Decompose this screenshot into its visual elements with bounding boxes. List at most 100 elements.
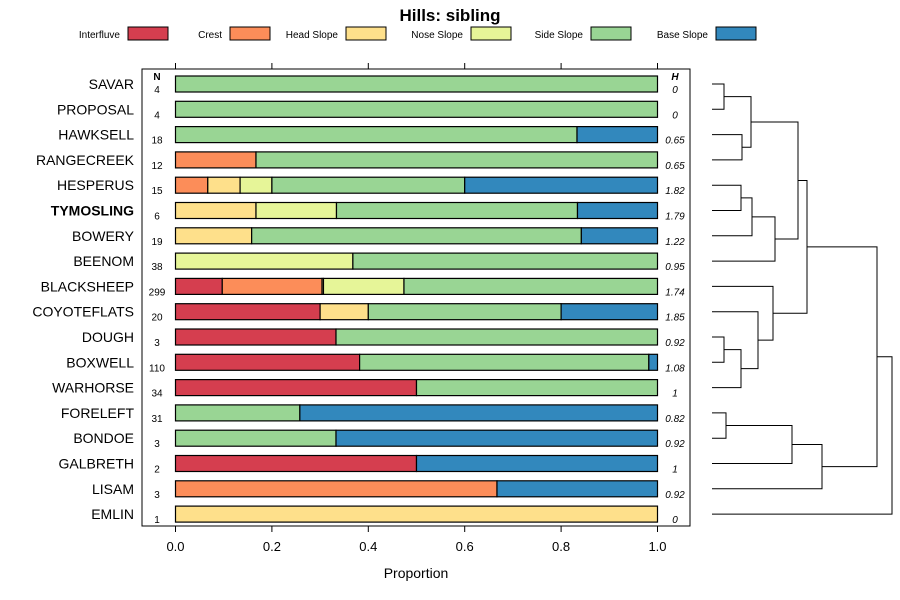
dendrogram-link	[712, 216, 776, 262]
h-value: 1.74	[665, 287, 685, 298]
h-value: 0	[672, 110, 678, 121]
n-value: 1	[154, 515, 160, 526]
row-hesperus: HESPERUS 15 1.82	[57, 176, 685, 197]
row-hawksell: HAWKSELL 18 0.65	[58, 125, 685, 147]
n-value: 3	[154, 338, 160, 349]
bar-segment-interfluve	[174, 454, 418, 473]
bar-segment-crest	[174, 480, 498, 498]
dendrogram-link	[712, 349, 742, 389]
h-value: 1	[672, 465, 678, 476]
legend-swatch-crest	[229, 26, 271, 41]
row-blacksheep: BLACKSHEEP 299 1.74	[41, 277, 685, 298]
row-label: FORELEFT	[61, 405, 135, 421]
h-value: 0.92	[665, 490, 685, 501]
row-label: EMLIN	[91, 506, 134, 522]
row-label: COYOTEFLATS	[32, 304, 134, 320]
row-label: BONDOE	[73, 430, 134, 446]
bar-segment-side-slope	[352, 252, 659, 270]
row-rangecreek: RANGECREEK 12 0.65	[36, 151, 685, 172]
n-value: 2	[154, 465, 160, 476]
row-proposal: PROPOSAL 4 0	[57, 100, 678, 121]
row-dough: DOUGH 3 0.92	[82, 328, 685, 349]
x-tick-label: 0.6	[456, 539, 474, 554]
h-value: 1.82	[665, 186, 685, 197]
dendrogram-link	[773, 179, 808, 314]
row-label: BLACKSHEEP	[41, 278, 134, 294]
dendrogram-link	[712, 311, 759, 370]
row-emlin: EMLIN 1 0	[91, 505, 678, 526]
chart-title: Hills: sibling	[399, 6, 500, 25]
row-beenom: BEENOM 38 0.95	[73, 252, 685, 273]
legend-swatch-nose-slope	[470, 26, 512, 41]
h-value: 0.65	[665, 161, 685, 172]
bar-segment-base-slope	[299, 404, 659, 422]
h-value: 0.92	[665, 338, 685, 349]
h-value: 0	[672, 515, 678, 526]
bar-segment-side-slope	[335, 201, 579, 220]
bar-segment-base-slope	[496, 480, 659, 498]
bar-segment-nose-slope	[174, 252, 354, 270]
bar-segment-side-slope	[251, 227, 582, 245]
dendrogram-link	[712, 134, 743, 161]
dendrogram-link	[712, 425, 793, 464]
bar-segment-base-slope	[335, 429, 659, 447]
n-value: 299	[149, 287, 166, 298]
bar-segment-nose-slope	[322, 277, 405, 295]
legend-label-head-slope: Head Slope	[286, 30, 339, 41]
bar-segment-base-slope	[580, 227, 659, 245]
row-bowery: BOWERY 19 1.22	[72, 227, 685, 248]
legend-label-nose-slope: Nose Slope	[411, 30, 463, 41]
dendrogram-link	[712, 285, 774, 341]
x-tick-label: 0.2	[263, 539, 281, 554]
legend-swatch-head-slope	[345, 26, 387, 41]
bar-segment-side-slope	[255, 151, 659, 169]
n-column-header: N	[153, 72, 160, 83]
bar-segment-head-slope	[319, 303, 369, 321]
n-value: 3	[154, 490, 160, 501]
n-value: 110	[149, 363, 165, 374]
h-value: 0.82	[665, 414, 685, 425]
h-value: 1	[672, 389, 678, 400]
row-label: TYMOSLING	[51, 203, 134, 219]
legend-label-side-slope: Side Slope	[535, 30, 584, 41]
dendrogram-link	[724, 96, 752, 148]
bar-segment-crest	[174, 151, 257, 169]
x-axis: 0.0 0.2 0.4 0.6 0.8 1.0	[166, 63, 667, 554]
dendrogram	[712, 83, 893, 515]
bar-segment-side-slope	[271, 176, 466, 194]
dendrogram-link	[712, 444, 823, 490]
bar-segment-side-slope	[367, 303, 562, 321]
row-tymosling: TYMOSLING 6 1.79	[51, 201, 685, 223]
h-value: 1.85	[665, 313, 685, 324]
row-foreleft: FORELEFT 31 0.82	[61, 404, 685, 425]
row-label: SAVAR	[89, 76, 134, 92]
row-label: BOXWELL	[66, 354, 134, 370]
bar-segment-nose-slope	[239, 176, 273, 194]
n-value: 38	[151, 262, 163, 273]
row-label: DOUGH	[82, 329, 134, 345]
h-value: 0	[672, 85, 678, 96]
bar-segment-side-slope	[403, 277, 659, 295]
bar-segment-side-slope	[174, 125, 578, 144]
bar-segment-head-slope	[207, 176, 241, 194]
bar-segment-interfluve	[174, 353, 361, 371]
row-coyoteflats: COYOTEFLATS 20 1.85	[32, 303, 685, 324]
n-value: 20	[151, 313, 163, 324]
x-axis-title: Proportion	[384, 565, 449, 581]
x-tick-label: 0.0	[166, 539, 184, 554]
row-boxwell: BOXWELL 110 1.08	[66, 353, 685, 374]
bar-segment-head-slope	[174, 505, 659, 523]
row-label: HAWKSELL	[58, 127, 134, 143]
row-label: HESPERUS	[57, 177, 134, 193]
row-warhorse: WARHORSE 34 1	[52, 379, 678, 400]
bar-segment-side-slope	[335, 328, 659, 346]
bar-segment-interfluve	[174, 379, 418, 397]
row-bondoe: BONDOE 3 0.92	[73, 429, 685, 450]
dendrogram-link	[712, 184, 742, 211]
h-value: 0.92	[665, 439, 685, 450]
bar-segment-side-slope	[174, 404, 301, 422]
bar-segment-base-slope	[415, 454, 659, 473]
bar-segment-interfluve	[174, 303, 321, 321]
